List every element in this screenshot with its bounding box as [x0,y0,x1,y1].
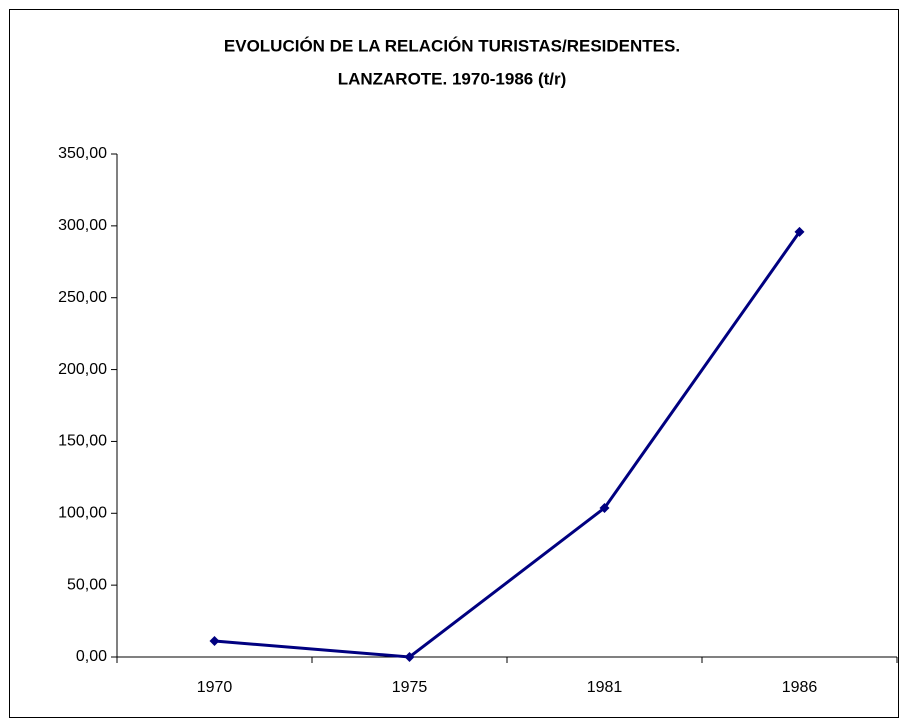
y-tick-label: 50,00 [67,576,107,593]
y-tick-label: 300,00 [58,217,107,234]
marker [404,652,415,662]
chart-title: LANZAROTE. 1970-1986 (t/r) [338,69,567,88]
y-tick-label: 150,00 [58,433,107,450]
marker [599,502,610,513]
y-tick-label: 100,00 [58,505,107,522]
y-tick-label: 250,00 [58,289,107,306]
x-tick-label: 1975 [392,679,428,696]
marker [794,226,805,237]
line [214,231,801,659]
y-tick-label: 200,00 [58,361,107,378]
y-tick-label: 0,00 [76,648,107,665]
x-tick-label: 1986 [782,679,818,696]
chart-title: EVOLUCIÓN DE LA RELACIÓN TURISTAS/RESIDE… [224,36,680,55]
marker [209,636,220,647]
chart-border [9,9,899,718]
x-tick-label: 1970 [197,679,233,696]
x-tick-label: 1981 [587,679,623,696]
y-tick-label: 350,00 [58,145,107,162]
